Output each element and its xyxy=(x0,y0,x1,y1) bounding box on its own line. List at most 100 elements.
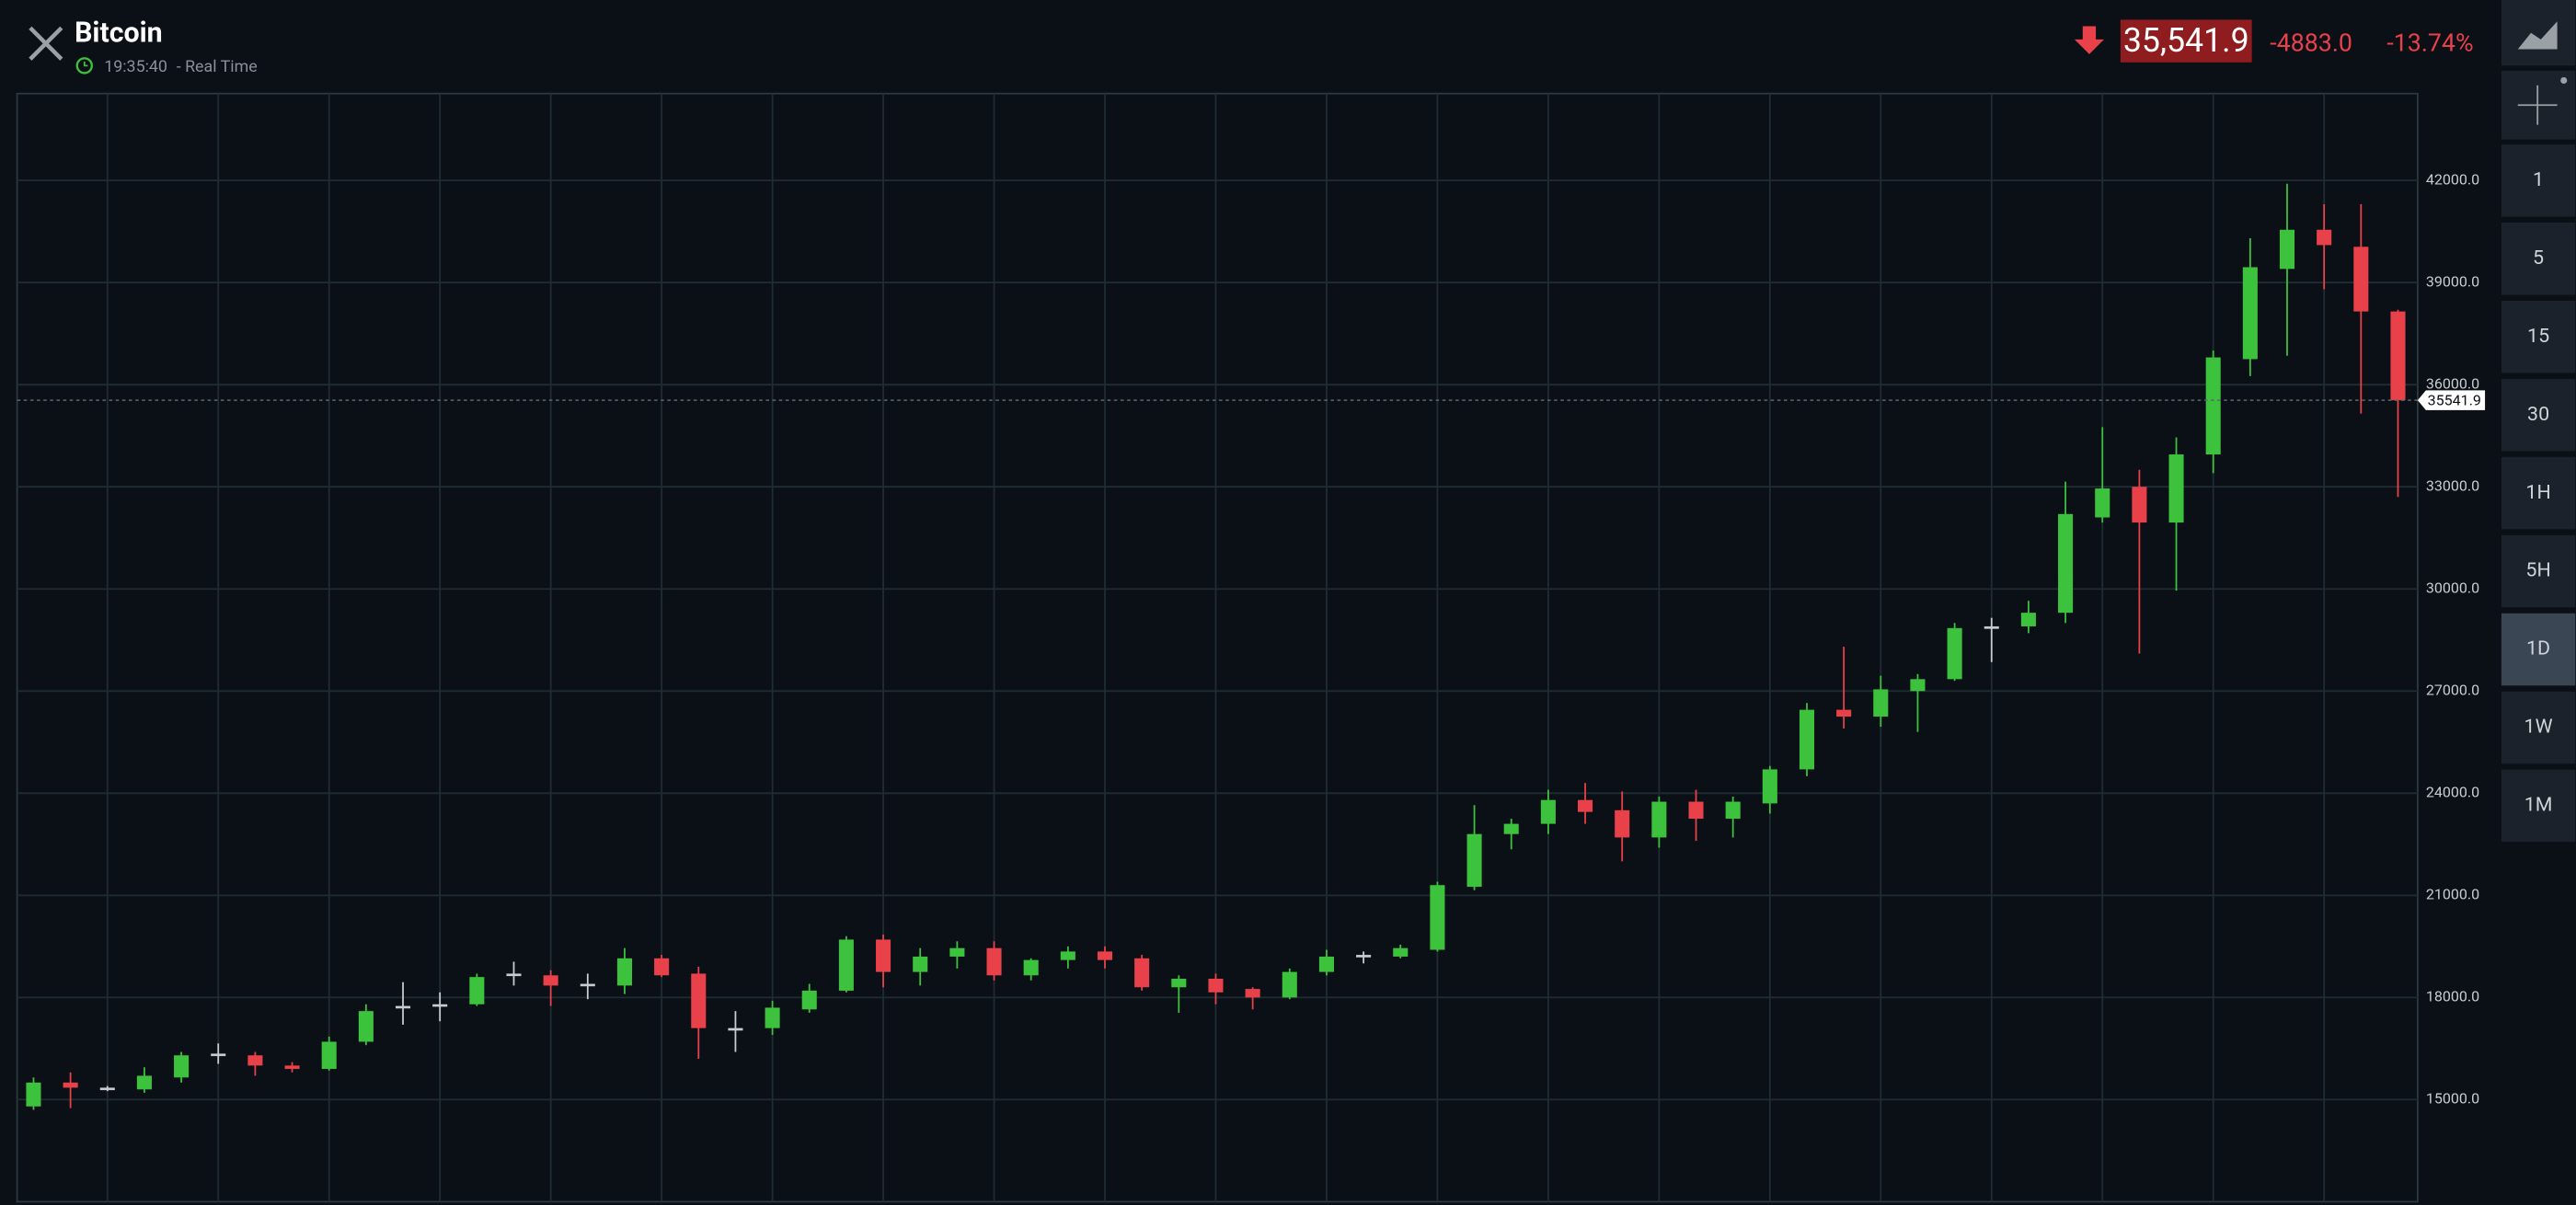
candle-body xyxy=(1503,823,1519,834)
crosshair-dot xyxy=(2560,76,2568,85)
crosshair-icon xyxy=(2517,85,2558,125)
y-tick-label: 18000.0 xyxy=(2426,988,2479,1005)
candle-body xyxy=(1762,769,1777,804)
y-tick-label: 39000.0 xyxy=(2426,272,2479,290)
candle-body xyxy=(913,956,928,972)
y-tick-label: 33000.0 xyxy=(2426,476,2479,494)
y-tick-label: 30000.0 xyxy=(2426,579,2479,596)
interval-label: 5H xyxy=(2525,559,2550,582)
candle-body xyxy=(801,990,817,1010)
candle-body xyxy=(1097,951,1113,960)
interval-button[interactable] xyxy=(2501,378,2576,452)
chart-type-button[interactable] xyxy=(2501,0,2576,66)
candle-body xyxy=(1023,959,1039,976)
candle-body xyxy=(616,958,632,986)
price: 35,541.9 xyxy=(2123,21,2249,60)
candle-body xyxy=(728,1027,743,1031)
candle-body xyxy=(1282,971,1297,998)
candle-body xyxy=(986,947,1002,976)
close-button[interactable] xyxy=(29,26,63,61)
interval-button[interactable] xyxy=(2501,300,2576,373)
candle-body xyxy=(1947,627,1962,680)
candle-body xyxy=(247,1055,263,1066)
clock-icon xyxy=(75,57,93,75)
candle-body xyxy=(2058,513,2074,614)
candle-body xyxy=(1799,709,1815,770)
interval-button[interactable] xyxy=(2501,691,2576,764)
candle-body xyxy=(2317,229,2332,246)
candle-body xyxy=(1134,958,1150,988)
candle-body xyxy=(1208,979,1224,993)
plot-frame xyxy=(16,92,2419,1203)
last-price-tag: 35541.9 xyxy=(2428,391,2481,408)
candle-body xyxy=(654,958,670,976)
candle-body xyxy=(1540,799,1556,824)
candle-body xyxy=(1060,951,1075,960)
candle-body xyxy=(765,1007,780,1028)
clock-hands xyxy=(83,61,88,67)
interval-button[interactable] xyxy=(2501,769,2576,843)
candle-body xyxy=(26,1082,41,1107)
interval-label: 1 xyxy=(2533,168,2544,191)
y-tick-label: 42000.0 xyxy=(2426,170,2479,188)
time-grid xyxy=(106,93,2326,1202)
candle-body xyxy=(1836,709,1852,717)
candle-body xyxy=(949,947,965,957)
status: - Real Time xyxy=(177,57,258,76)
candle-body xyxy=(1615,809,1630,838)
candle-body xyxy=(1171,979,1187,988)
interval-button[interactable] xyxy=(2501,456,2576,530)
candle-body xyxy=(63,1082,78,1088)
down-arrow xyxy=(2074,26,2105,54)
candle-body xyxy=(1578,799,1593,812)
candle-body xyxy=(2020,613,2036,626)
candle-body xyxy=(395,1005,411,1009)
interval-button[interactable] xyxy=(2501,613,2576,686)
interval-label: 5 xyxy=(2533,247,2544,270)
candle-body xyxy=(1873,689,1889,717)
interval-label: 1H xyxy=(2525,481,2550,504)
interval-button[interactable] xyxy=(2501,223,2576,295)
interval-label: 1D xyxy=(2526,637,2550,660)
price-box xyxy=(2120,19,2252,63)
candle-body xyxy=(2132,487,2147,523)
y-tick-label: 15000.0 xyxy=(2426,1090,2479,1107)
candle-body xyxy=(543,975,558,986)
area-chart-icon xyxy=(2517,21,2558,50)
candle-body xyxy=(691,973,707,1028)
candle-body xyxy=(1725,801,1741,820)
candle-body xyxy=(136,1075,152,1090)
change-pct: -13.74% xyxy=(2386,28,2473,57)
candle-body xyxy=(1245,989,1260,998)
candle-body xyxy=(1984,625,1999,629)
candle-body xyxy=(321,1041,337,1070)
interval-label: 30 xyxy=(2527,403,2549,426)
candle-body xyxy=(506,973,522,977)
interval-button[interactable] xyxy=(2501,144,2576,217)
interval-label: 1M xyxy=(2524,794,2553,817)
time: 19:35:40 xyxy=(104,57,167,76)
interval-label: 1W xyxy=(2524,716,2553,739)
candle-body xyxy=(358,1011,374,1042)
change: -4883.0 xyxy=(2270,28,2352,57)
candle-body xyxy=(211,1053,226,1057)
interval-button[interactable] xyxy=(2501,534,2576,608)
candle-body xyxy=(2353,247,2369,312)
candle-body xyxy=(2168,454,2184,523)
last-price-tag-bg xyxy=(2417,390,2486,410)
candle-body xyxy=(2279,229,2295,270)
candle-body xyxy=(1910,679,1926,692)
candle-body xyxy=(1318,956,1334,972)
candle-body xyxy=(2390,311,2406,401)
candle-body xyxy=(2095,488,2110,518)
y-tick-label: 24000.0 xyxy=(2426,784,2479,801)
candle-body xyxy=(1651,801,1667,838)
candle-body xyxy=(1356,955,1372,958)
candle-body xyxy=(1466,833,1482,888)
y-tick-label: 27000.0 xyxy=(2426,682,2479,699)
candle-body xyxy=(99,1087,115,1091)
candle-body xyxy=(838,939,854,991)
